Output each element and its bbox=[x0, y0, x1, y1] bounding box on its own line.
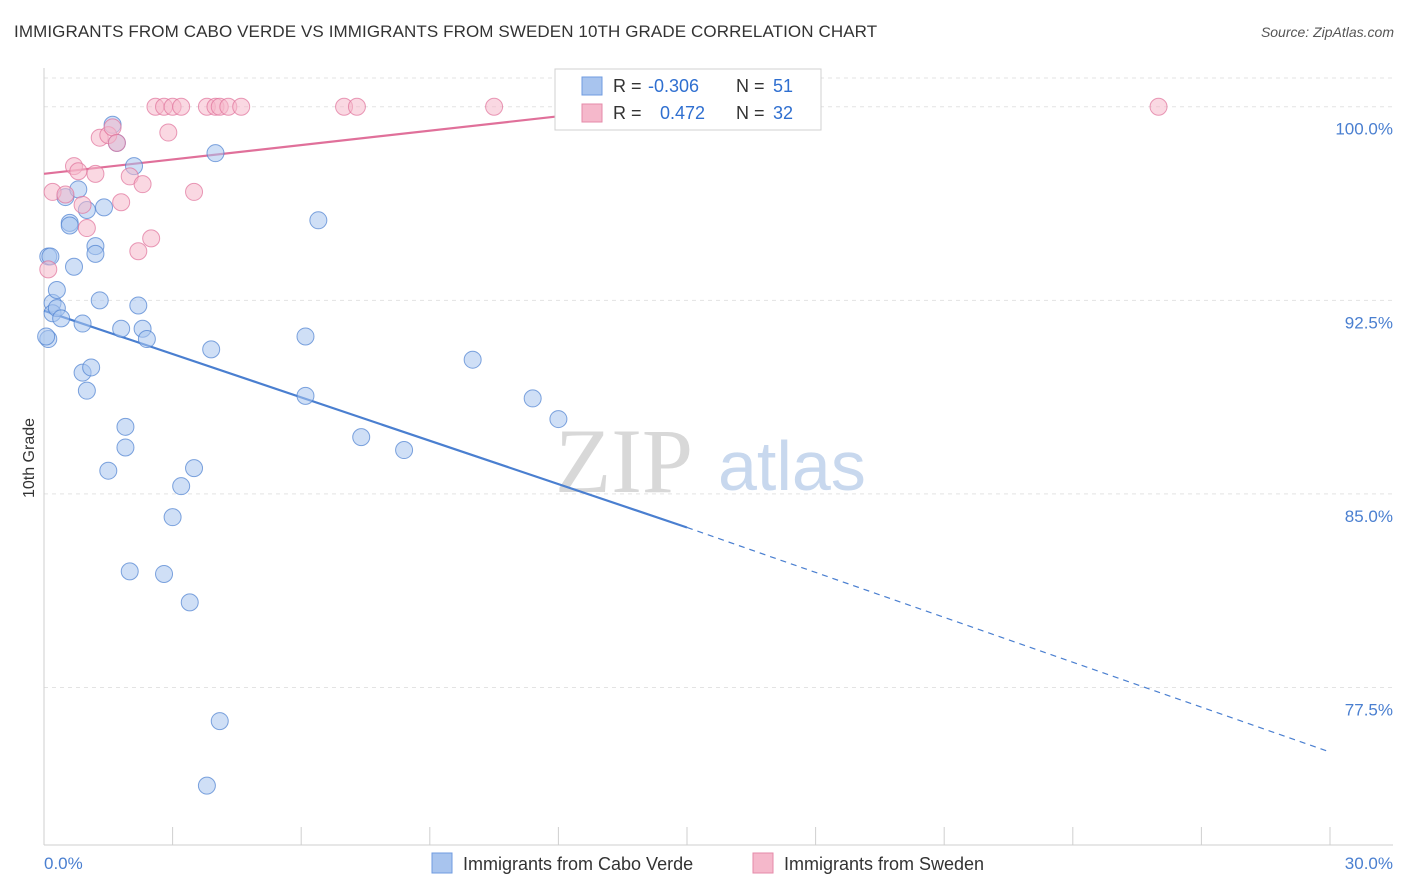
point-cabo-verde bbox=[185, 459, 204, 478]
point-cabo-verde bbox=[395, 441, 414, 460]
legend-n-label-1: N = bbox=[736, 76, 765, 96]
bottom-legend: Immigrants from Cabo Verde Immigrants fr… bbox=[431, 852, 984, 874]
point-sweden bbox=[112, 193, 131, 212]
bottom-legend-label-cabo-verde: Immigrants from Cabo Verde bbox=[463, 854, 693, 874]
point-cabo-verde bbox=[352, 428, 371, 447]
point-sweden bbox=[347, 97, 366, 116]
axes bbox=[43, 68, 1393, 846]
watermark-zip: ZIP bbox=[555, 410, 693, 512]
legend-n-value-1: 51 bbox=[773, 76, 793, 96]
point-sweden bbox=[107, 133, 126, 152]
point-sweden bbox=[159, 123, 178, 142]
y-tick-label: 85.0% bbox=[1345, 507, 1393, 526]
bottom-legend-swatch-cabo-verde bbox=[431, 852, 453, 874]
y-tick-label: 100.0% bbox=[1335, 120, 1393, 139]
y-axis-label: 10th Grade bbox=[21, 418, 38, 498]
point-sweden bbox=[1149, 97, 1168, 116]
point-cabo-verde bbox=[210, 712, 229, 731]
point-cabo-verde bbox=[155, 564, 174, 583]
point-cabo-verde bbox=[463, 350, 482, 369]
legend-box: R = -0.306 N = 51 R = 0.472 N = 32 bbox=[554, 68, 822, 131]
tick-labels: 77.5% 85.0% 92.5% 100.0% 0.0% 30.0% bbox=[44, 120, 1393, 873]
point-cabo-verde bbox=[202, 340, 221, 359]
point-cabo-verde bbox=[95, 198, 114, 217]
point-cabo-verde bbox=[163, 508, 182, 527]
point-sweden bbox=[56, 185, 75, 204]
point-cabo-verde bbox=[90, 291, 109, 310]
point-sweden bbox=[232, 97, 251, 116]
point-cabo-verde bbox=[197, 776, 216, 795]
point-cabo-verde bbox=[172, 477, 191, 496]
point-cabo-verde bbox=[137, 330, 156, 349]
y-tick-label: 92.5% bbox=[1345, 313, 1393, 332]
x-tick-label: 0.0% bbox=[44, 854, 83, 873]
point-cabo-verde bbox=[52, 309, 71, 328]
x-tick-label: 30.0% bbox=[1345, 854, 1393, 873]
point-cabo-verde bbox=[296, 327, 315, 346]
data-points bbox=[37, 97, 1168, 795]
point-cabo-verde bbox=[73, 314, 92, 333]
legend-r-value-1: -0.306 bbox=[648, 76, 699, 96]
point-cabo-verde bbox=[37, 327, 56, 346]
point-cabo-verde bbox=[60, 216, 79, 235]
point-sweden bbox=[73, 195, 92, 214]
point-sweden bbox=[39, 260, 58, 279]
point-sweden bbox=[77, 219, 96, 238]
point-cabo-verde bbox=[129, 296, 148, 315]
chart-source: Source: ZipAtlas.com bbox=[1260, 24, 1394, 40]
point-cabo-verde bbox=[116, 438, 135, 457]
point-cabo-verde bbox=[180, 593, 199, 612]
legend-swatch-sweden bbox=[581, 103, 603, 123]
point-sweden bbox=[142, 229, 161, 248]
point-cabo-verde bbox=[116, 417, 135, 436]
point-cabo-verde bbox=[296, 386, 315, 405]
point-cabo-verde bbox=[120, 562, 139, 581]
point-sweden bbox=[103, 118, 122, 137]
point-cabo-verde bbox=[112, 319, 131, 338]
legend-n-value-2: 32 bbox=[773, 103, 793, 123]
bottom-legend-label-sweden: Immigrants from Sweden bbox=[784, 854, 984, 874]
point-cabo-verde bbox=[77, 381, 96, 400]
point-cabo-verde bbox=[549, 410, 568, 429]
point-sweden bbox=[185, 182, 204, 201]
y-tick-label: 77.5% bbox=[1345, 701, 1393, 720]
legend-r-value-2: 0.472 bbox=[660, 103, 705, 123]
point-cabo-verde bbox=[82, 358, 101, 377]
point-cabo-verde bbox=[86, 244, 105, 263]
point-sweden bbox=[129, 242, 148, 261]
chart-title: IMMIGRANTS FROM CABO VERDE VS IMMIGRANTS… bbox=[14, 22, 878, 41]
legend-r-label-2: R = bbox=[613, 103, 642, 123]
trend-line-cabo-verde-extension bbox=[686, 526, 1331, 753]
point-cabo-verde bbox=[309, 211, 328, 230]
point-cabo-verde bbox=[99, 461, 118, 480]
legend-r-label-1: R = bbox=[613, 76, 642, 96]
point-sweden bbox=[485, 97, 504, 116]
point-sweden bbox=[172, 97, 191, 116]
point-cabo-verde bbox=[65, 257, 84, 276]
point-cabo-verde bbox=[523, 389, 542, 408]
watermark-atlas: atlas bbox=[718, 427, 866, 505]
point-sweden bbox=[69, 162, 88, 181]
point-sweden bbox=[86, 164, 105, 183]
point-cabo-verde bbox=[206, 144, 225, 163]
trend-line-sweden bbox=[43, 105, 645, 175]
point-sweden bbox=[133, 175, 152, 194]
legend-n-label-2: N = bbox=[736, 103, 765, 123]
legend-swatch-cabo-verde bbox=[581, 76, 603, 96]
grid-lines bbox=[44, 77, 1393, 689]
bottom-legend-swatch-sweden bbox=[752, 852, 774, 874]
point-cabo-verde bbox=[47, 281, 66, 299]
